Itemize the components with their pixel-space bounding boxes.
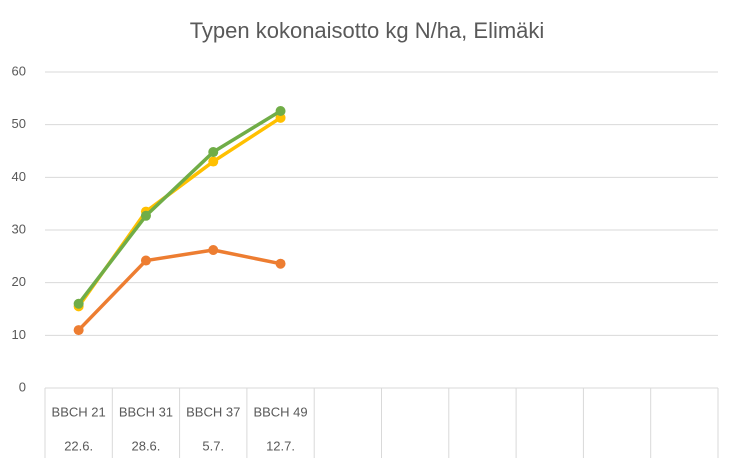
x-tick-sublabel: 12.7. [266, 438, 295, 453]
series-marker [208, 245, 219, 256]
x-tick-label: BBCH 49 [253, 404, 307, 419]
y-tick-label: 10 [12, 327, 26, 342]
x-tick-sublabel: 5.7. [202, 438, 224, 453]
series-marker [73, 325, 84, 336]
x-tick-label: BBCH 37 [186, 404, 240, 419]
series-marker [73, 298, 84, 309]
y-tick-label: 20 [12, 274, 26, 289]
x-tick-label: BBCH 21 [52, 404, 106, 419]
series-marker [140, 210, 151, 221]
series-marker [275, 112, 286, 123]
x-tick-sublabel: 28.6. [131, 438, 160, 453]
series-marker [275, 258, 286, 269]
y-tick-label: 60 [12, 63, 26, 78]
chart-title: Typen kokonaisotto kg N/ha, Elimäki [190, 18, 545, 43]
y-tick-label: 0 [19, 379, 26, 394]
series-marker [275, 105, 286, 116]
y-tick-label: 30 [12, 221, 26, 236]
x-tick-sublabel: 22.6. [64, 438, 93, 453]
x-tick-label: BBCH 31 [119, 404, 173, 419]
series-line [76, 109, 283, 306]
series-marker [208, 156, 219, 167]
series-marker [140, 255, 151, 266]
y-tick-label: 50 [12, 116, 26, 131]
y-tick-label: 40 [12, 169, 26, 184]
series-line [76, 248, 283, 332]
series-marker [208, 147, 219, 158]
